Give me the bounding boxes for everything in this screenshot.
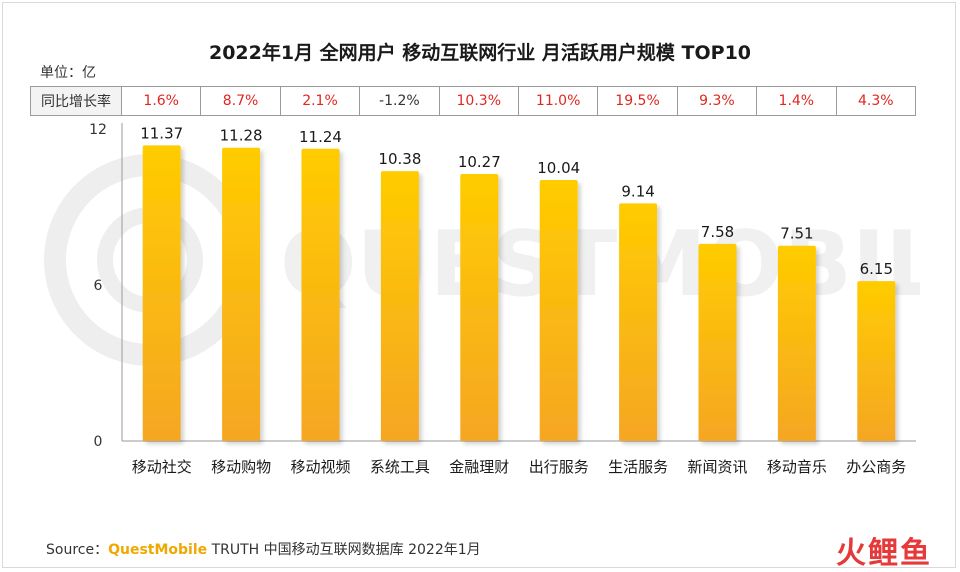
growth-rate-row: 同比增长率 1.6% 8.7% 2.1% -1.2% 10.3% 11.0% 19.5% 9.… bbox=[30, 86, 917, 116]
x-tick-label: 办公商务 bbox=[846, 458, 906, 476]
growth-rate-cell: 1.4% bbox=[756, 86, 837, 116]
growth-rate-cell: 2.1% bbox=[279, 86, 361, 116]
growth-rate-cell: 9.3% bbox=[676, 86, 758, 116]
x-tick-label: 移动视频 bbox=[290, 458, 350, 476]
x-tick-label: 金融理财 bbox=[449, 458, 509, 476]
x-tick-label: 出行服务 bbox=[529, 458, 589, 476]
bar-value-label: 10.27 bbox=[458, 153, 501, 171]
bar-value-label: 7.51 bbox=[780, 225, 813, 243]
growth-rate-table: 同比增长率 1.6% 8.7% 2.1% -1.2% 10.3% 11.0% 19.5% 9.… bbox=[30, 86, 917, 116]
bar-value-label: 10.38 bbox=[378, 150, 421, 168]
x-tick-label: 移动社交 bbox=[132, 458, 192, 476]
bar bbox=[460, 173, 499, 442]
bar-value-label: 11.28 bbox=[220, 127, 263, 145]
source-note: Source：QuestMobile TRUTH 中国移动互联网数据库 2022… bbox=[46, 539, 481, 559]
bar-value-label: 11.24 bbox=[299, 128, 342, 146]
bar bbox=[777, 245, 816, 441]
bar bbox=[222, 147, 261, 441]
growth-rate-cell: 10.3% bbox=[438, 86, 519, 116]
bar bbox=[142, 145, 181, 441]
x-tick-label: 系统工具 bbox=[370, 458, 430, 476]
bar-value-label: 7.58 bbox=[701, 223, 734, 241]
y-tick-label: 6 bbox=[94, 278, 103, 294]
x-tick-label: 移动音乐 bbox=[767, 458, 827, 476]
bar bbox=[380, 171, 419, 441]
y-tick-label: 12 bbox=[89, 122, 107, 138]
bar bbox=[539, 179, 578, 441]
unit-label: 单位：亿 bbox=[40, 65, 96, 81]
bar-value-label: 9.14 bbox=[621, 182, 654, 200]
bar bbox=[619, 203, 658, 441]
bar bbox=[857, 281, 896, 441]
bar bbox=[301, 148, 340, 441]
growth-rate-cell: 1.6% bbox=[120, 86, 202, 116]
bar bbox=[698, 243, 737, 441]
source-prefix: Source： bbox=[46, 542, 109, 558]
growth-rate-cell: 11.0% bbox=[517, 86, 599, 116]
source-brand: QuestMobile bbox=[108, 542, 208, 558]
growth-rate-cell: 8.7% bbox=[200, 86, 281, 116]
site-logo: 火鲤鱼 bbox=[836, 536, 932, 571]
x-tick-label: 新闻资讯 bbox=[687, 458, 747, 476]
bar-value-label: 11.37 bbox=[140, 124, 183, 142]
growth-rate-cell: 4.3% bbox=[835, 86, 917, 116]
bar-value-label: 10.04 bbox=[537, 159, 580, 177]
source-rest: TRUTH 中国移动互联网数据库 2022年1月 bbox=[207, 542, 481, 558]
x-tick-label: 移动购物 bbox=[211, 458, 271, 476]
x-tick-label: 生活服务 bbox=[608, 458, 668, 476]
chart-title: 2022年1月 全网用户 移动互联网行业 月活跃用户规模 TOP10 bbox=[208, 42, 752, 64]
growth-rate-cell: 19.5% bbox=[597, 86, 678, 116]
y-tick-label: 0 bbox=[94, 434, 103, 450]
bar-value-label: 6.15 bbox=[860, 260, 893, 278]
